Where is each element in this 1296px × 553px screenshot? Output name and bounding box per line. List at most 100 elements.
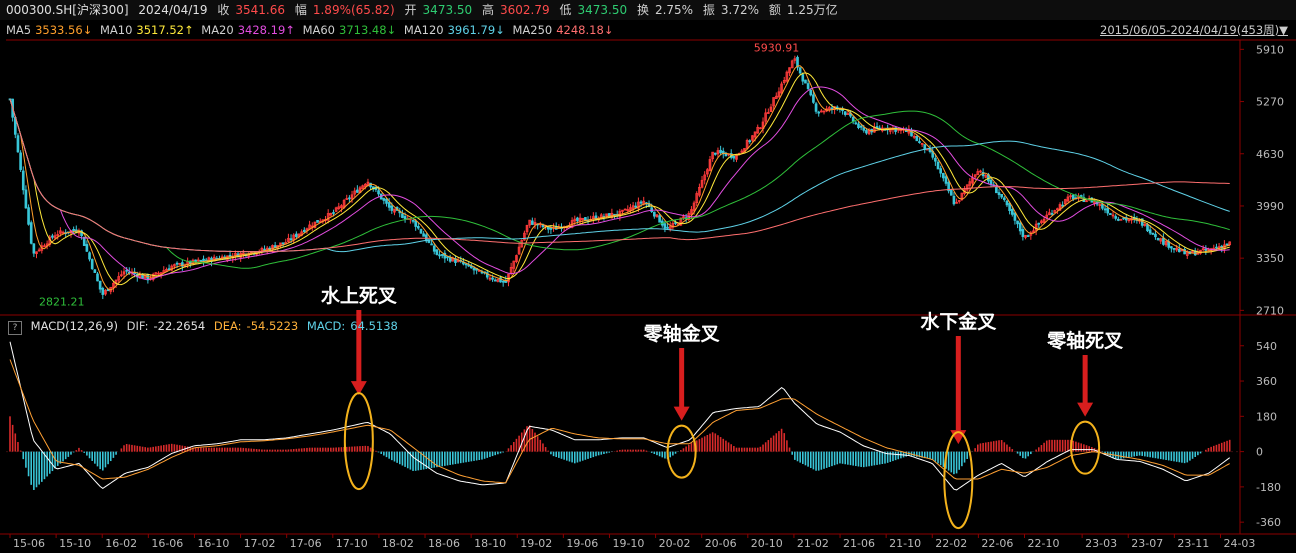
- candle-body: [332, 212, 335, 214]
- candle-body: [573, 218, 577, 222]
- candle-body: [621, 209, 624, 212]
- candle-body: [663, 223, 667, 229]
- candle-body: [175, 262, 179, 265]
- candle-body: [578, 217, 582, 222]
- ma60-name: MA60: [302, 23, 335, 37]
- annotation-label: 水上死叉: [321, 285, 398, 307]
- x-tick-label: 23-11: [1177, 537, 1209, 550]
- candle-body: [700, 179, 704, 188]
- price-tick-label: 5910: [1256, 43, 1284, 56]
- candle-body: [920, 142, 924, 145]
- candle-body: [1040, 220, 1043, 224]
- turnover-value: 2.75%: [654, 3, 694, 17]
- candle-body: [859, 125, 863, 128]
- candle-body: [862, 127, 866, 131]
- quote-header: 000300.SH[沪深300] 2024/04/19 收 3541.66 幅 1.…: [0, 0, 1296, 20]
- min-price-label: 2821.21: [39, 295, 85, 308]
- macd-tick-label: 540: [1256, 340, 1277, 353]
- macd-name[interactable]: MACD(12,26,9): [30, 319, 118, 333]
- candle-body: [302, 229, 306, 233]
- candle-body: [652, 211, 656, 217]
- dif-line: [9, 341, 1230, 491]
- candle-body: [387, 202, 391, 208]
- help-icon[interactable]: ?: [8, 321, 22, 335]
- candle-body: [1066, 196, 1070, 202]
- symbol[interactable]: 000300.SH[沪深300]: [6, 3, 129, 17]
- candle-body: [228, 254, 232, 257]
- candle-body: [915, 136, 919, 142]
- low-value: 3473.50: [577, 3, 628, 17]
- candle-body: [422, 233, 425, 237]
- x-tick-label: 18-02: [382, 537, 414, 550]
- candle-body: [104, 289, 107, 295]
- candle-body: [393, 208, 396, 213]
- x-tick-label: 21-06: [843, 537, 875, 550]
- candle-body: [965, 184, 969, 191]
- candle-body: [785, 71, 789, 82]
- x-tick-label: 20-06: [705, 537, 737, 550]
- candle-body: [626, 209, 630, 212]
- candle-body: [499, 277, 502, 283]
- annotation-label: 零轴金叉: [643, 322, 721, 345]
- candle-body: [719, 149, 722, 154]
- candle-body: [382, 198, 386, 201]
- candle-body: [674, 222, 677, 224]
- x-tick-label: 21-10: [889, 537, 921, 550]
- candle-body: [1119, 218, 1123, 221]
- candle-body: [801, 74, 805, 82]
- ma120-name: MA120: [403, 23, 444, 37]
- candle-body: [865, 130, 868, 134]
- candle-body: [1122, 217, 1125, 220]
- candle-body: [1063, 199, 1067, 205]
- candle-body: [668, 226, 672, 230]
- candle-body: [997, 192, 1001, 196]
- candle-body: [605, 213, 608, 217]
- candle-body: [53, 235, 57, 239]
- amplitude-value: 3.72%: [720, 3, 760, 17]
- x-tick-label: 15-06: [13, 537, 45, 550]
- x-tick-label: 20-10: [751, 537, 783, 550]
- candle-body: [533, 222, 537, 225]
- candle-body: [61, 231, 65, 234]
- candle-body: [1111, 214, 1115, 217]
- amount-value: 1.25万亿: [786, 3, 838, 17]
- candle-body: [472, 267, 476, 271]
- candle-body: [181, 262, 184, 267]
- annotation-arrow-head: [1077, 402, 1094, 417]
- candle-body: [867, 130, 871, 135]
- candle-body: [334, 207, 338, 212]
- candle-body: [631, 205, 635, 210]
- candle-body: [167, 268, 171, 271]
- candle-body: [995, 186, 998, 194]
- candle-body: [939, 168, 943, 174]
- high-value: 3602.79: [500, 3, 550, 17]
- candle-body: [361, 185, 364, 189]
- quote-date: 2024/04/19: [138, 3, 208, 17]
- close-label: 收: [217, 3, 230, 17]
- candle-body: [1050, 212, 1054, 215]
- date-range-selector[interactable]: 2015/06/05-2024/04/19(453周)▼: [1100, 23, 1288, 37]
- candle-body: [1204, 248, 1208, 251]
- candle-body: [43, 245, 46, 248]
- candle-body: [440, 254, 444, 256]
- x-tick-label: 21-02: [797, 537, 829, 550]
- x-tick-label: 20-02: [659, 537, 691, 550]
- candle-body: [295, 233, 298, 238]
- candle-body: [467, 264, 471, 267]
- candle-body: [979, 170, 982, 173]
- candle-body: [35, 251, 38, 255]
- candle-body: [154, 272, 158, 275]
- candle-body: [1183, 249, 1186, 255]
- candle-body: [157, 272, 160, 275]
- candle-body: [751, 135, 754, 141]
- candle-body: [1101, 204, 1104, 209]
- candle-body: [1114, 216, 1118, 219]
- candle-body: [82, 236, 86, 246]
- candle-body: [788, 67, 791, 74]
- x-tick-label: 17-10: [336, 537, 368, 550]
- candle-body: [326, 213, 330, 221]
- candle-body: [88, 252, 91, 260]
- candle-body: [464, 263, 468, 266]
- ma10-value: 3517.52↑: [136, 23, 194, 37]
- candle-body: [798, 67, 802, 74]
